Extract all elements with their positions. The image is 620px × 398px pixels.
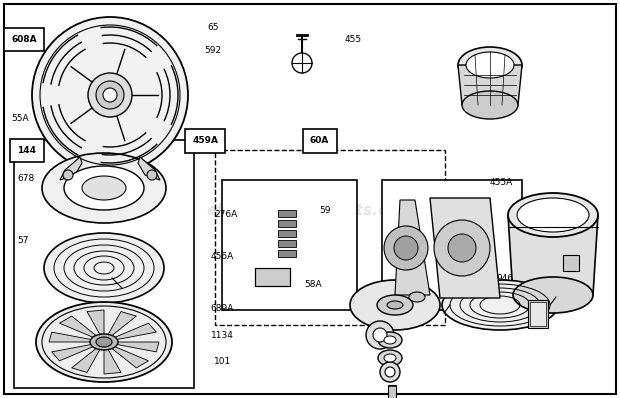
Circle shape xyxy=(373,328,387,342)
Ellipse shape xyxy=(384,336,396,344)
Bar xyxy=(278,210,296,217)
Circle shape xyxy=(88,73,132,117)
Text: 57: 57 xyxy=(17,236,29,245)
Circle shape xyxy=(385,367,395,377)
Text: 455A: 455A xyxy=(490,178,513,187)
Ellipse shape xyxy=(466,52,514,78)
Ellipse shape xyxy=(377,295,413,315)
Text: 144: 144 xyxy=(17,146,37,155)
Circle shape xyxy=(380,362,400,382)
Ellipse shape xyxy=(82,176,126,200)
Text: 678: 678 xyxy=(17,174,35,183)
Polygon shape xyxy=(107,312,136,337)
Ellipse shape xyxy=(36,302,172,382)
Ellipse shape xyxy=(64,166,144,210)
Circle shape xyxy=(366,321,394,349)
Text: 1134: 1134 xyxy=(211,330,234,339)
Circle shape xyxy=(147,170,157,180)
Polygon shape xyxy=(458,65,522,105)
Polygon shape xyxy=(60,316,98,338)
Polygon shape xyxy=(395,200,430,295)
Bar xyxy=(278,230,296,237)
Text: 592: 592 xyxy=(205,45,222,55)
Text: 946: 946 xyxy=(496,273,513,283)
Text: 455: 455 xyxy=(344,35,361,44)
Ellipse shape xyxy=(42,153,166,223)
Circle shape xyxy=(448,234,476,262)
Circle shape xyxy=(292,53,312,73)
Bar xyxy=(382,180,522,310)
Polygon shape xyxy=(51,344,96,361)
Polygon shape xyxy=(60,157,82,180)
Ellipse shape xyxy=(384,354,396,362)
Ellipse shape xyxy=(90,334,118,350)
Bar xyxy=(563,255,579,271)
Ellipse shape xyxy=(462,91,518,119)
Text: 101: 101 xyxy=(214,357,231,366)
Text: 276A: 276A xyxy=(214,210,237,219)
Polygon shape xyxy=(110,345,149,368)
Polygon shape xyxy=(508,215,598,295)
Text: 60A: 60A xyxy=(310,136,329,145)
Bar xyxy=(528,300,548,328)
Text: 459A: 459A xyxy=(192,136,218,145)
Text: 456A: 456A xyxy=(211,252,234,261)
Text: 59: 59 xyxy=(319,206,331,215)
Circle shape xyxy=(96,81,124,109)
Bar xyxy=(222,180,357,310)
Polygon shape xyxy=(112,323,156,340)
Text: 55A: 55A xyxy=(11,114,29,123)
Bar xyxy=(388,385,396,398)
Text: eReplacementParts.com: eReplacementParts.com xyxy=(206,203,414,217)
Circle shape xyxy=(434,220,490,276)
Ellipse shape xyxy=(350,280,440,330)
Ellipse shape xyxy=(409,292,425,302)
Circle shape xyxy=(63,170,73,180)
Text: 689A: 689A xyxy=(211,304,234,313)
Text: 608A: 608A xyxy=(11,35,37,44)
Ellipse shape xyxy=(44,233,164,303)
Bar xyxy=(278,220,296,227)
Bar xyxy=(255,268,290,286)
Bar xyxy=(215,150,445,325)
Polygon shape xyxy=(104,348,121,374)
Bar xyxy=(255,268,290,286)
Ellipse shape xyxy=(387,301,403,309)
Polygon shape xyxy=(430,198,500,298)
Polygon shape xyxy=(72,347,101,373)
Bar xyxy=(530,302,546,326)
Text: 58A: 58A xyxy=(304,280,321,289)
Ellipse shape xyxy=(517,198,589,232)
Polygon shape xyxy=(113,342,159,352)
Bar xyxy=(278,240,296,247)
Polygon shape xyxy=(138,157,160,180)
Bar xyxy=(278,250,296,257)
Ellipse shape xyxy=(442,280,558,330)
Ellipse shape xyxy=(378,350,402,366)
Ellipse shape xyxy=(458,47,522,83)
Circle shape xyxy=(394,236,418,260)
Text: 65: 65 xyxy=(208,23,219,32)
Ellipse shape xyxy=(96,337,112,347)
Ellipse shape xyxy=(508,193,598,237)
Ellipse shape xyxy=(513,277,593,313)
Polygon shape xyxy=(49,332,94,342)
Polygon shape xyxy=(87,310,104,336)
Ellipse shape xyxy=(378,332,402,348)
Bar xyxy=(14,140,194,388)
Circle shape xyxy=(32,17,188,173)
Circle shape xyxy=(103,88,117,102)
Circle shape xyxy=(384,226,428,270)
